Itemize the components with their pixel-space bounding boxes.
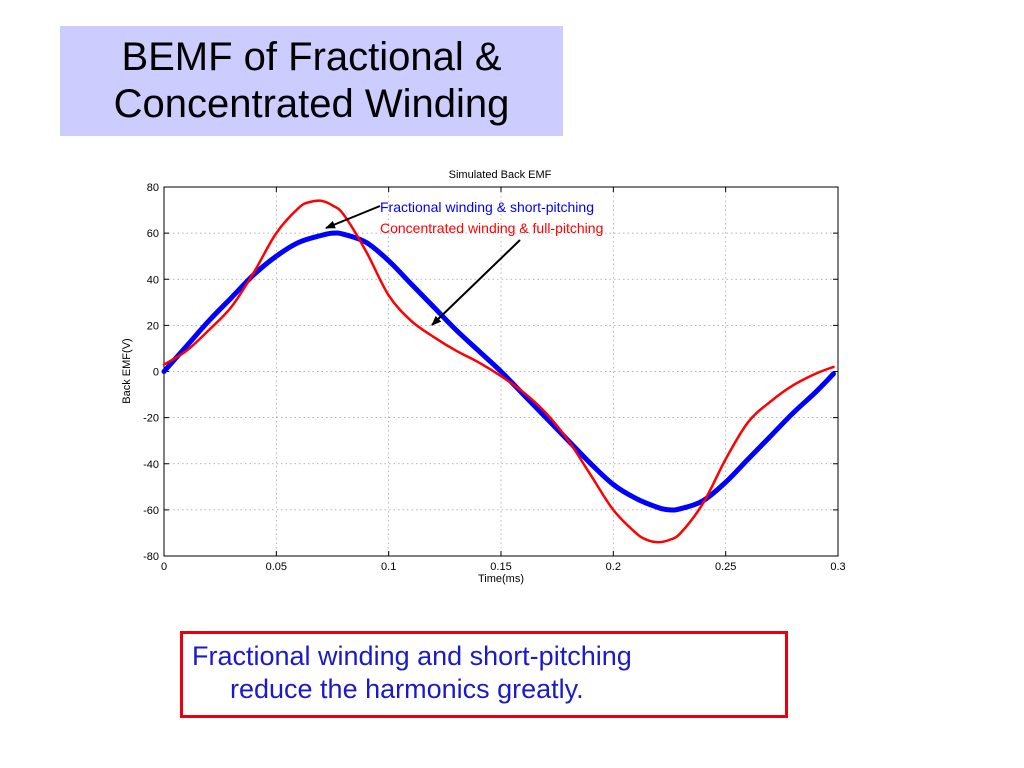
- y-tick-label: -20: [143, 413, 159, 425]
- slide-title-line-2: Concentrated Winding: [113, 82, 510, 126]
- series-line-fractional: [161, 230, 836, 513]
- summary-note: Fractional winding and short-pitching re…: [180, 631, 788, 718]
- x-tick-label: 0: [161, 561, 167, 573]
- y-tick-label: 40: [147, 274, 159, 286]
- chart-title: Simulated Back EMF: [449, 169, 552, 181]
- y-tick-label: 20: [147, 320, 159, 332]
- annotation-arrow-concentrated: [431, 239, 521, 326]
- y-tick-label: 60: [147, 228, 159, 240]
- slide-title-line-1: BEMF of Fractional &: [121, 35, 502, 79]
- y-tick-label: -80: [143, 551, 159, 563]
- x-axis-label: Time(ms): [478, 573, 524, 585]
- chart-series: [161, 199, 836, 544]
- summary-note-line-1: Fractional winding and short-pitching: [192, 641, 632, 671]
- y-tick-label: 0: [153, 367, 159, 379]
- y-tick-label: -60: [143, 505, 159, 517]
- y-tick-label: -40: [143, 459, 159, 471]
- series-line-concentrated: [162, 199, 835, 544]
- chart-grid: [164, 187, 838, 556]
- slide-title: BEMF of Fractional & Concentrated Windin…: [60, 26, 563, 136]
- annotation-fractional-label: Fractional winding & short-pitching: [380, 199, 594, 215]
- summary-note-line-2: reduce the harmonics greatly.: [230, 674, 584, 704]
- y-axis-label: Back EMF(V): [121, 338, 133, 403]
- x-tick-label: 0.15: [490, 561, 511, 573]
- y-tick-label: 80: [147, 182, 159, 194]
- x-tick-label: 0.3: [830, 561, 845, 573]
- x-tick-label: 0.05: [266, 561, 287, 573]
- x-tick-label: 0.25: [715, 561, 736, 573]
- annotation-arrow-fractional: [325, 205, 381, 229]
- x-tick-label: 0.1: [381, 561, 396, 573]
- annotation-concentrated-label: Concentrated winding & full-pitching: [380, 220, 603, 236]
- chart-axes: 0 0.05 0.1 0.15 0.2 0.25 0.3 80 60 40 20 0 -20 -40 -60…: [143, 182, 846, 573]
- x-tick-label: 0.2: [606, 561, 621, 573]
